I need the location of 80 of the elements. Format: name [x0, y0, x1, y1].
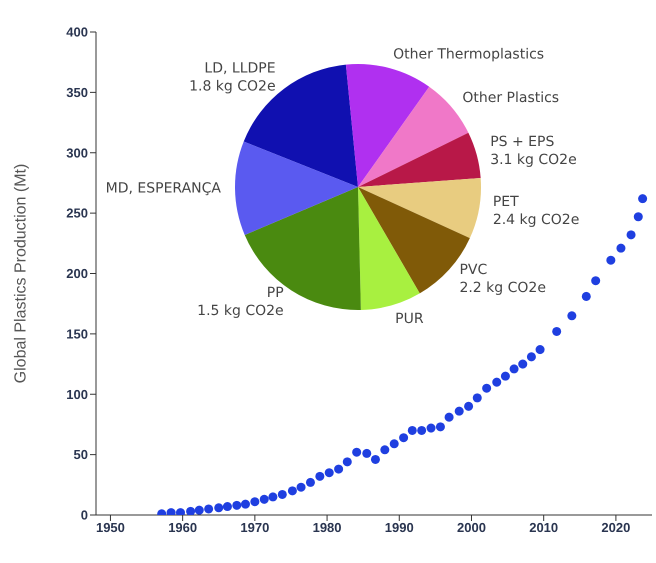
point [399, 433, 408, 442]
point [334, 464, 344, 474]
point [232, 500, 242, 510]
y-tick-label: 150 [66, 326, 88, 342]
slice-label: PS + EPS 3.1 kg CO2e [490, 134, 577, 168]
pie-slice [346, 64, 430, 187]
slice-label: MD, ESPERANÇA [106, 180, 222, 196]
point [626, 230, 636, 240]
x-tick-label: 2000 [457, 520, 486, 536]
slice-label: PP 1.5 kg CO2e [197, 285, 284, 320]
point [186, 506, 196, 515]
point [240, 500, 250, 509]
slice-label: PET 2.4 kg CO2e [492, 194, 580, 228]
point [526, 352, 536, 362]
point [204, 504, 214, 514]
point [278, 490, 287, 499]
point [500, 372, 510, 381]
point [288, 486, 297, 496]
point [518, 360, 528, 369]
point [268, 492, 278, 502]
point [482, 384, 492, 393]
y-tick-label: 100 [66, 386, 88, 402]
slice-label: Other Thermoplastics [393, 46, 544, 63]
point [370, 454, 380, 464]
point [492, 378, 502, 387]
point [616, 244, 626, 253]
point [591, 276, 600, 286]
y-tick-label: 0 [80, 508, 88, 523]
y-tick-label: 250 [66, 206, 88, 221]
x-tick-label: 2020 [601, 520, 630, 536]
point [380, 445, 390, 454]
y-tick-label: 400 [66, 24, 88, 40]
pie-slice [358, 187, 420, 310]
slice-label: Other Plastics [462, 90, 560, 106]
pie-slice [358, 132, 481, 187]
slice-label: PVC 2.2 kg CO2e [459, 262, 546, 296]
slice-label: PUR [395, 310, 424, 327]
pie-slice [235, 142, 358, 235]
point [260, 494, 269, 504]
x-tick-label: 1990 [384, 520, 414, 536]
point [464, 402, 474, 411]
point [315, 472, 324, 481]
point [250, 497, 260, 506]
slice-label: LD, LLDPE 1.8 kg CO2e [189, 60, 276, 95]
x-tick-label: 1950 [96, 520, 125, 536]
point [408, 426, 417, 435]
point [362, 448, 372, 458]
x-tick-label: 1970 [240, 520, 270, 536]
point [454, 406, 464, 416]
point [194, 506, 204, 515]
point [296, 482, 306, 492]
point [472, 393, 482, 402]
point [606, 256, 616, 265]
x-tick-label: 1960 [168, 520, 198, 536]
y-tick-label: 350 [66, 84, 88, 100]
point [510, 364, 519, 374]
point [567, 311, 576, 320]
y-tick-label: 200 [66, 266, 88, 282]
point [436, 422, 445, 432]
point [552, 326, 562, 336]
point [417, 426, 426, 435]
point [536, 345, 545, 354]
point [638, 194, 648, 204]
point [444, 412, 454, 422]
point [634, 212, 643, 222]
point [222, 502, 232, 512]
x-tick-label: 2010 [529, 520, 558, 536]
point [352, 448, 362, 457]
y-axis-title: Global Plastics Production (Mt) [12, 164, 30, 384]
point [390, 439, 399, 448]
point [214, 503, 224, 512]
point [582, 292, 591, 301]
y-tick-label: 50 [74, 447, 88, 462]
point [324, 468, 334, 478]
pie-slice [358, 178, 481, 238]
y-tick-label: 300 [66, 145, 88, 160]
x-tick-label: 1980 [312, 520, 342, 536]
point [342, 457, 352, 466]
point [426, 424, 436, 433]
point [306, 478, 315, 487]
